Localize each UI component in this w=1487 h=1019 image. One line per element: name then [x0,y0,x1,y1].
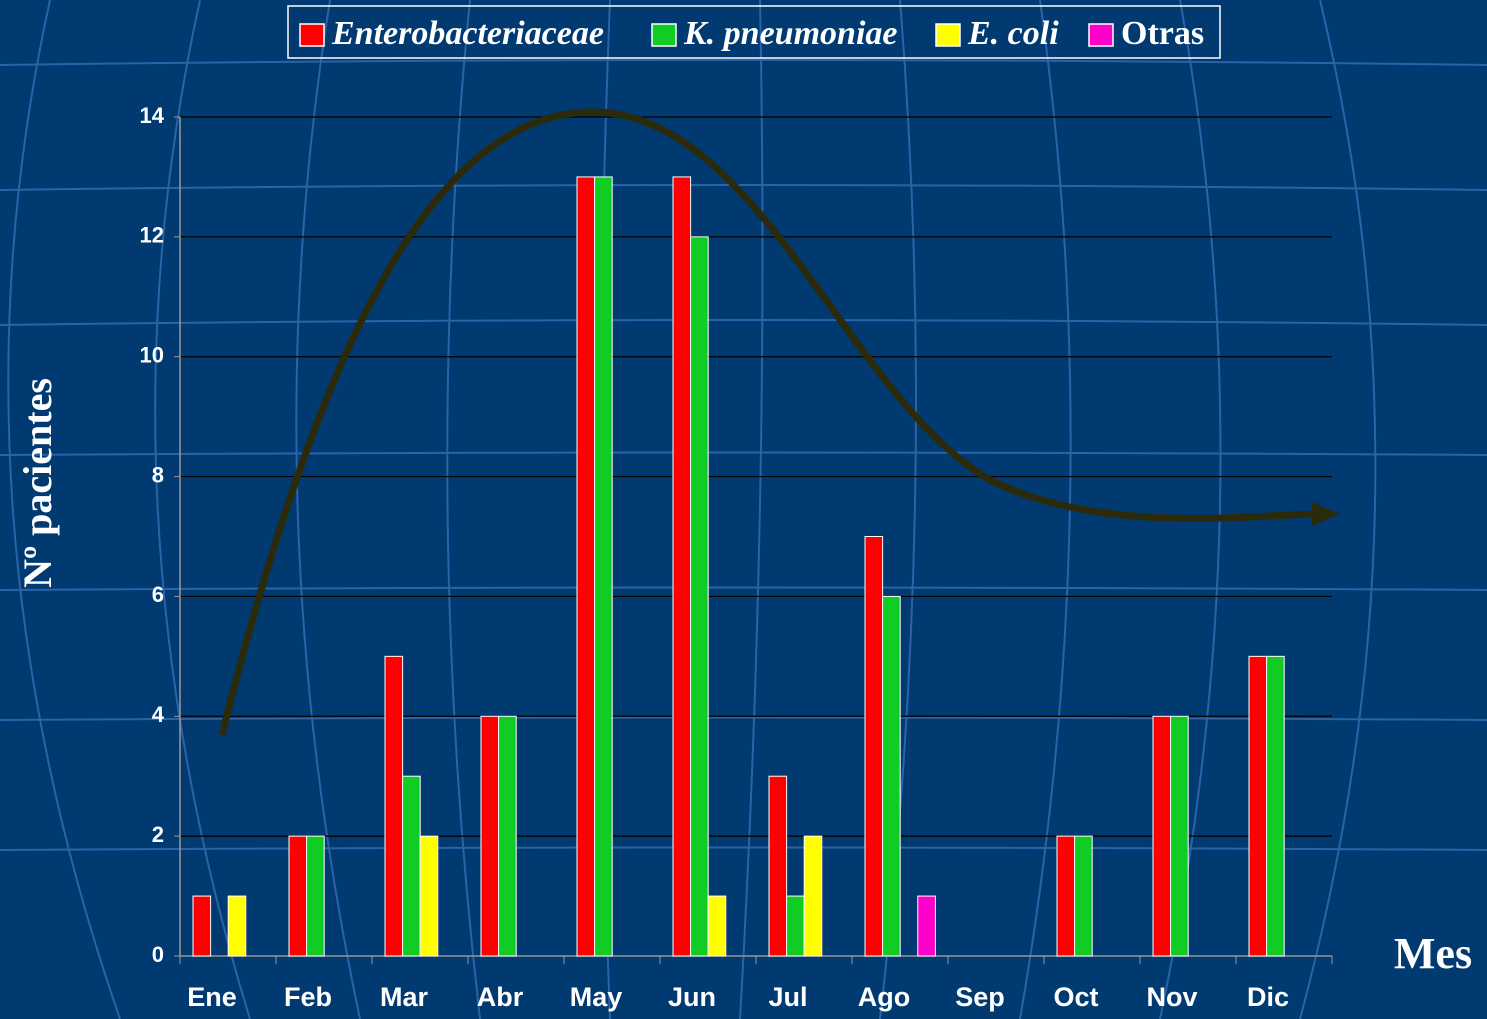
y-tick-label: 6 [152,582,164,607]
bar [498,715,517,957]
y-tick-label: 2 [152,822,164,847]
bar [864,536,884,957]
bar [786,895,805,957]
y-tick-label: 4 [152,702,165,727]
bar [1074,835,1093,957]
x-tick-label: Ene [187,982,237,1012]
bar [419,835,439,957]
y-tick-label: 12 [140,223,164,248]
bar [1152,715,1172,957]
x-tick-label: Jul [768,982,807,1012]
y-tick-label: 10 [140,343,164,368]
y-tick-label: 14 [140,103,165,128]
legend-label: E. coli [967,15,1059,52]
x-tick-label: Jun [668,982,716,1012]
x-tick-label: May [570,982,623,1012]
bar [1170,715,1189,957]
legend-swatch [299,23,325,47]
x-tick-label: Oct [1053,982,1098,1012]
y-tick-label: 0 [152,942,164,967]
legend-swatch [1088,23,1114,47]
bar [672,176,692,957]
bar [803,835,823,957]
legend-label: K. pneumoniae [683,15,897,52]
bar [1056,835,1076,957]
bar [594,176,613,957]
x-tick-label: Dic [1247,982,1289,1012]
bar [768,775,788,957]
bar [707,895,727,957]
bar [384,655,404,957]
trend-arrow [218,108,1319,736]
bar [1266,655,1285,957]
x-tick-label: Ago [858,982,910,1012]
bar [288,835,308,957]
legend: Enterobacteriaceae K. pneumoniae E. coli Ot… [299,15,1204,52]
bar [227,895,247,957]
legend-swatch [651,23,677,47]
x-axis-label: Mes [1394,929,1472,978]
x-tick-label: Feb [284,982,332,1012]
y-tick-label: 8 [152,462,164,487]
bar [1248,655,1268,957]
legend-swatch [935,23,961,47]
y-axis-label: Nº pacientes [15,378,60,588]
x-tick-label: Nov [1146,982,1197,1012]
legend-box [287,5,1221,59]
x-tick-label: Sep [955,982,1005,1012]
bar [576,176,596,957]
x-tick-label: Abr [477,982,524,1012]
legend-label: Otras [1121,15,1204,52]
plot-area: 0 2 4 6 8 10 12 14 Ene Feb Mar Abr May Jun Jul Ago Sep Oc… [140,103,1333,1012]
bar [192,895,212,957]
x-tick-label: Mar [380,982,429,1012]
bar [882,595,901,957]
legend-label: Enterobacteriaceae [331,15,604,52]
bar [480,715,500,957]
arrow-head [1312,502,1340,526]
bar [690,236,709,957]
bar [306,835,325,957]
bar [917,895,936,957]
bar [402,775,421,957]
